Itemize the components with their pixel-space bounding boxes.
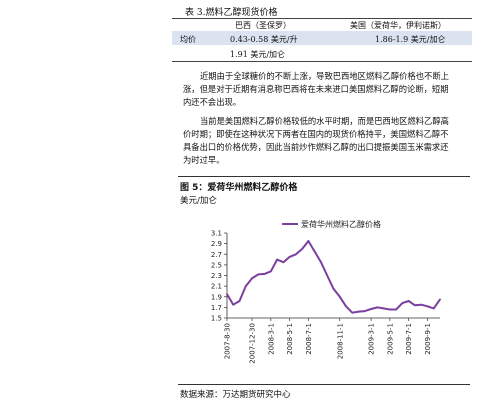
x-tick-label: 2007-8-30 [224, 323, 232, 359]
data-point [432, 307, 435, 310]
x-tick-label: 2007-12-30 [249, 323, 257, 364]
x-tick-label: 2008-5-1 [286, 323, 294, 355]
paragraph-2: 当前是美国燃料乙醇价格较低的水平时期，而是巴西地区燃料乙醇高 价时期；即使在这种… [183, 115, 449, 167]
data-point [251, 277, 253, 280]
data-point [382, 307, 385, 310]
data-point [363, 310, 366, 312]
figure-unit: 美元/加仑 [180, 196, 217, 206]
paragraph-2-line-4: 为时过早。 [183, 155, 225, 165]
data-point [420, 303, 423, 306]
data-point [395, 308, 398, 311]
paragraph-1-line-1: 近期由于全球糖价的不断上涨，导致巴西地区燃料乙醇价格也不断上 [200, 71, 449, 81]
x-tick-label: 2009-5-1 [386, 323, 394, 355]
paragraph-1-line-2: 涨，但是对于近期有消息称巴西将在未来进口美国燃料乙醇的论断，短期 [183, 84, 449, 94]
y-tick-label: 2.9 [211, 240, 222, 248]
y-tick-label: 1.5 [211, 315, 222, 323]
y-tick-label: 2.5 [211, 261, 222, 269]
data-point [320, 261, 322, 264]
data-point [351, 311, 354, 314]
series-line [226, 240, 441, 314]
x-tick-label: 2009-3-1 [368, 323, 376, 355]
y-tick-label: 1.9 [211, 293, 222, 301]
paragraph-2-line-3: 具备出口的价格优势，因此当前炒作燃料乙醇的出口提振美国玉米需求还 [183, 142, 449, 152]
y-tick-label: 2.7 [211, 251, 222, 259]
y-tick-label: 2.3 [211, 272, 222, 280]
data-point [338, 295, 341, 298]
table-header-us: 美国（爱荷华，伊利诺斯） [350, 21, 446, 30]
data-point [244, 285, 247, 288]
data-point [370, 308, 372, 310]
paragraph-1: 近期由于全球糖价的不断上涨，导致巴西地区燃料乙醇价格也不断上 涨，但是对于近期有… [183, 70, 449, 109]
table-brazil-value-2: 1.91 美元/加仑 [230, 50, 286, 59]
data-point [282, 261, 285, 264]
data-point [426, 305, 429, 308]
table-us-value: 1.86-1.9 美元/加仑 [375, 35, 446, 44]
table-row-label: 均价 [180, 35, 196, 44]
data-point [307, 240, 310, 242]
data-point [326, 274, 329, 277]
table-header-brazil: 巴西（圣保罗） [235, 21, 291, 30]
table-brazil-value-1: 0.43-0.58 美元/升 [230, 35, 298, 44]
figure-title: 图 5：爱荷华州燃料乙醇价格 [180, 183, 298, 193]
figure-top-rule [178, 176, 470, 177]
data-point [269, 270, 272, 273]
data-point [288, 256, 291, 258]
data-point [332, 287, 335, 290]
data-point [357, 310, 360, 313]
data-point [345, 305, 347, 308]
table-row-shade [172, 31, 472, 45]
y-tick-label: 1.7 [211, 304, 222, 312]
table-caption: 表 3.燃料乙醇现货价格 [185, 8, 278, 18]
data-point [257, 273, 260, 276]
x-tick-label: 2008-7-1 [305, 323, 313, 355]
data-point [238, 300, 241, 302]
paragraph-1-line-3: 内还不会出现。 [183, 97, 242, 107]
paragraph-2-line-2: 价时期；即使在这种状况下两者在国内的现货价格持平，美国燃料乙醇不 [183, 129, 449, 139]
data-point [388, 308, 391, 311]
table-top-rule [172, 18, 472, 19]
data-point [263, 273, 266, 275]
data-point [276, 258, 279, 261]
paragraph-2-line-1: 当前是美国燃料乙醇价格较低的水平时期，而是巴西地区燃料乙醇高 [200, 116, 449, 126]
legend-label: 爱荷华州燃料乙醇价格 [301, 219, 381, 229]
data-point [407, 300, 410, 302]
data-point [313, 250, 316, 253]
figure-bottom-rule [178, 384, 470, 385]
data-point [401, 302, 404, 305]
x-tick-label: 2009-9-1 [424, 323, 432, 355]
y-tick-label: 2.1 [211, 283, 222, 291]
data-point [439, 298, 441, 301]
x-tick-label: 2008-3-1 [267, 323, 275, 355]
data-point [414, 304, 416, 307]
x-tick-label: 2008-11-1 [336, 323, 344, 359]
table-bottom-rule [172, 61, 472, 62]
figure-source: 数据来源：万达期货研究中心 [180, 390, 291, 400]
data-point [226, 293, 228, 295]
data-point [295, 253, 297, 256]
data-point [301, 248, 304, 250]
y-tick-label: 3.1 [211, 230, 222, 238]
data-point [376, 306, 379, 309]
data-point [232, 303, 235, 306]
x-tick-label: 2009-7-1 [405, 323, 413, 355]
